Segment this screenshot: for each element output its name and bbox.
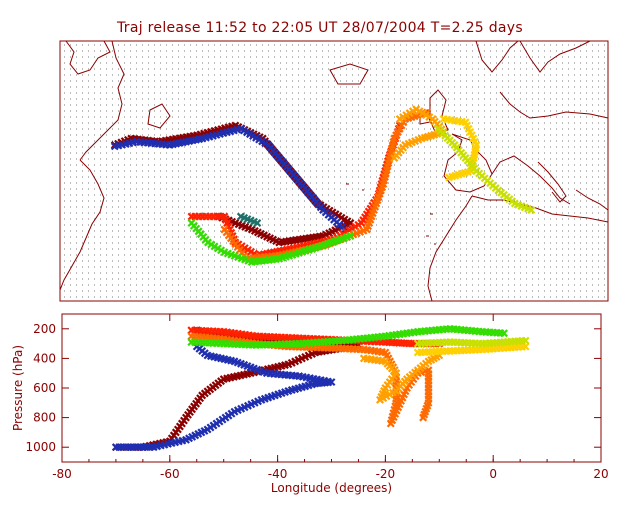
pressure-point [419, 413, 428, 422]
map-point [390, 154, 399, 162]
pressure-series-7 [187, 324, 508, 350]
coastline-0 [65, 40, 111, 75]
map-point [346, 232, 355, 240]
map-point [527, 206, 536, 214]
pressure-point [521, 342, 530, 351]
coastline-15 [471, 195, 609, 223]
coastline-11 [491, 155, 571, 205]
map-trajectory-7 [187, 219, 355, 266]
coastline-1 [79, 40, 125, 161]
y-tick-label: 800 [33, 411, 56, 425]
pressure-panel: -80 -60 -40 -20 0 20 200 400 600 800 1000 Longitude… [11, 313, 609, 495]
y-tick-label: 1000 [25, 440, 56, 454]
coastline-2 [59, 159, 105, 291]
coastline-7 [475, 40, 519, 73]
pressure-series-6 [413, 336, 530, 348]
map-point [253, 219, 262, 227]
x-tick-label: -60 [160, 467, 180, 481]
y-axis-label: Pressure (hPa) [11, 345, 25, 431]
coastline-8 [519, 40, 591, 73]
chart-title: Traj release 11:52 to 22:05 UT 28/07/200… [116, 20, 523, 36]
coastline-3 [147, 103, 171, 129]
plot-frame [61, 313, 602, 463]
x-tick-label: 0 [489, 467, 497, 481]
pressure-series-5 [413, 342, 530, 357]
pressure-point [500, 329, 508, 338]
map-panel [59, 40, 609, 302]
coastline-13 [575, 189, 609, 211]
pressure-series-1 [111, 342, 336, 452]
map-point [445, 173, 454, 182]
map-trajectory-8 [236, 212, 262, 227]
x-tick-label: -40 [268, 467, 288, 481]
pressure-series-4 [359, 351, 444, 404]
map-trajectory-6 [434, 124, 536, 214]
map-trajectory-1 [110, 124, 349, 234]
coastline-4 [329, 63, 369, 85]
x-axis-label: Longitude (degrees) [271, 481, 392, 495]
pressure-point [521, 336, 530, 345]
coastline-9 [499, 91, 609, 119]
coastline-14 [427, 195, 473, 302]
x-tick-label: -20 [376, 467, 396, 481]
coastline-16 [346, 183, 436, 245]
y-tick-label: 200 [33, 322, 56, 336]
coastline-12 [537, 161, 567, 203]
x-tick-label: -80 [52, 467, 72, 481]
x-tick-label: 20 [593, 467, 608, 481]
y-tick-label: 400 [33, 351, 56, 365]
y-tick-label: 600 [33, 381, 56, 395]
